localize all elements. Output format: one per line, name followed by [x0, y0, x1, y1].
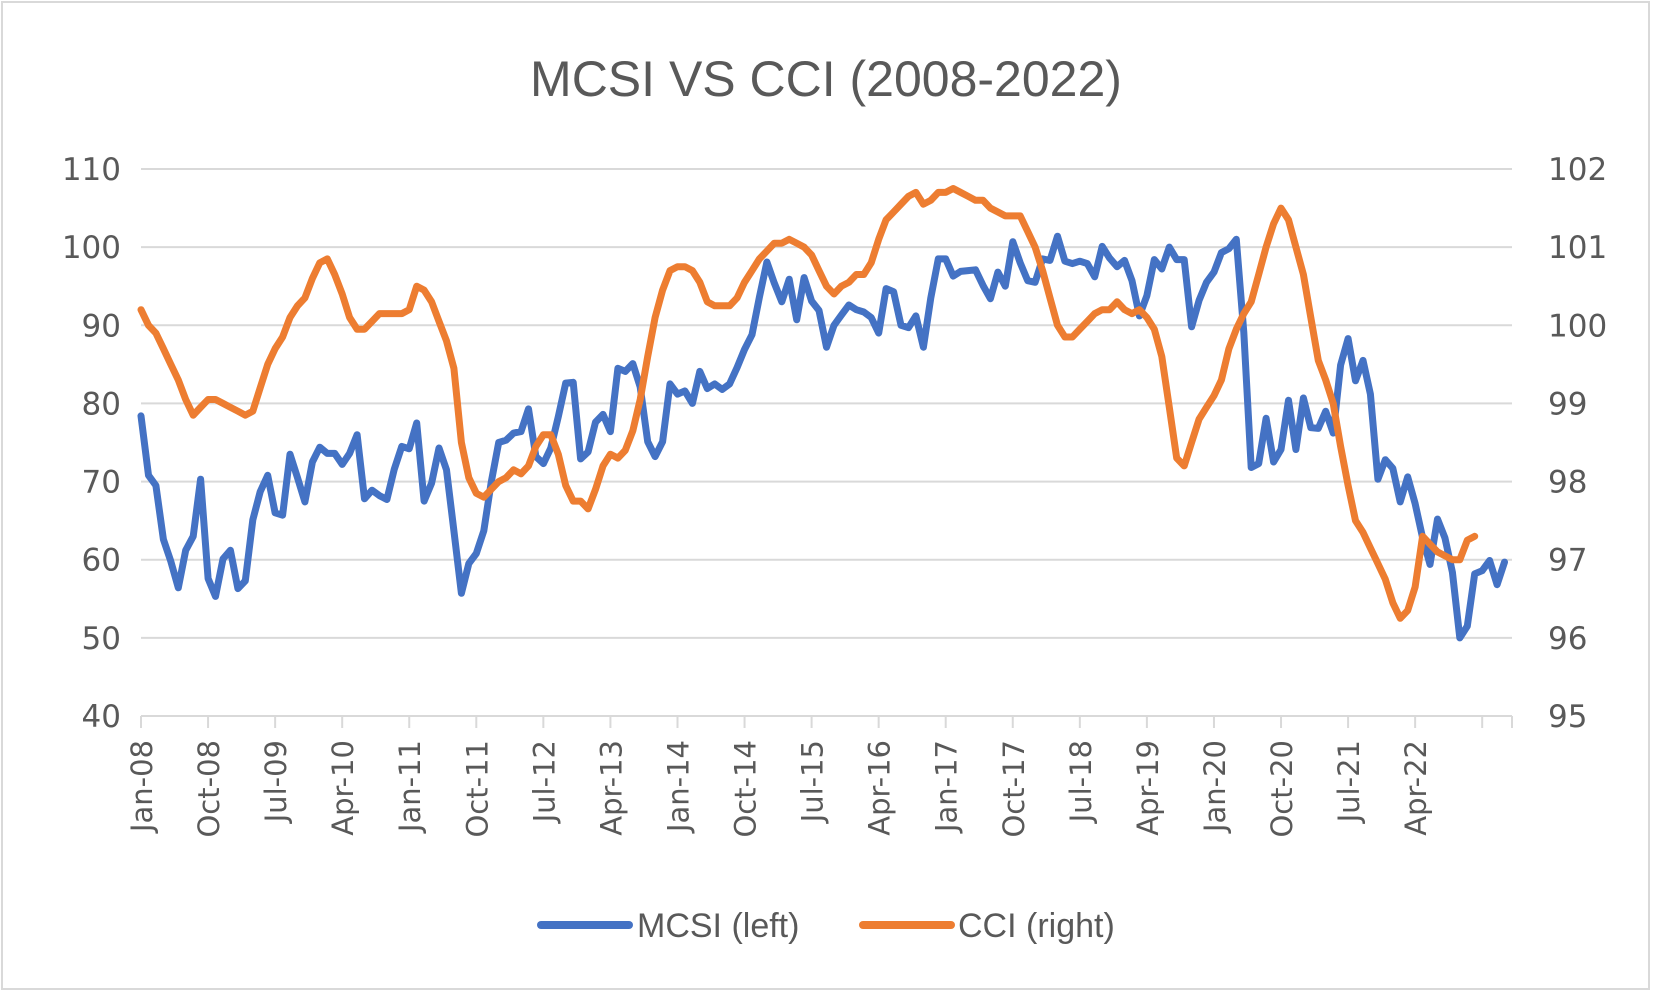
x-axis: Jan-08 Oct-08 Jul-09 Apr-10 Jan-11 Oct-11 Jul-… [125, 715, 1513, 838]
x-tick-label: Jan-20 [1198, 740, 1232, 834]
series-line-cci [137, 185, 1479, 622]
y-right-tick-label: 96 [1548, 621, 1587, 657]
x-tick-label: Jul-18 [1064, 740, 1098, 824]
y-left-tick-label: 70 [82, 465, 121, 501]
legend-label-cci: CCI (right) [958, 907, 1115, 945]
x-tick-label: Jul-12 [527, 740, 561, 824]
x-tick-label: Jan-14 [661, 740, 695, 834]
plot-series [137, 185, 1508, 642]
x-tick-label: Apr-16 [863, 740, 897, 836]
y-right-tick-label: 98 [1548, 465, 1587, 501]
y-left-tick-label: 110 [62, 152, 121, 188]
y-left-tick-label: 80 [82, 386, 121, 422]
legend-item-mcsi[interactable]: MCSI (left) [537, 907, 799, 945]
y-right-tick-label: 97 [1548, 543, 1587, 579]
y-right-tick-label: 100 [1548, 308, 1607, 344]
x-tick-label: Oct-17 [997, 740, 1031, 838]
y-axis-right: 95 96 97 98 99 100 101 102 [1548, 152, 1607, 735]
x-tick-label: Jul-21 [1332, 740, 1366, 824]
x-tick-label: Oct-20 [1265, 740, 1299, 838]
legend-label-mcsi: MCSI (left) [637, 907, 799, 945]
x-tick-label: Apr-19 [1131, 740, 1165, 836]
y-left-tick-label: 100 [62, 230, 121, 266]
x-tick-label: Jul-15 [796, 740, 830, 824]
x-tick-label: Apr-13 [594, 740, 628, 836]
y-right-tick-label: 101 [1548, 230, 1607, 266]
y-left-tick-label: 90 [82, 308, 121, 344]
chart-title: MCSI VS CCI (2008-2022) [530, 51, 1122, 107]
legend: MCSI (left) CCI (right) [537, 907, 1115, 945]
x-tick-label: Apr-22 [1399, 740, 1433, 836]
y-left-tick-label: 40 [82, 699, 121, 735]
series-line-mcsi [137, 232, 1508, 642]
x-tick-label: Apr-10 [326, 740, 360, 836]
y-right-tick-label: 99 [1548, 386, 1587, 422]
x-tick-label: Oct-14 [729, 740, 763, 838]
x-tick-label: Oct-11 [460, 740, 494, 838]
x-tick-label: Jan-11 [393, 740, 427, 834]
x-tick-label: Jan-17 [930, 740, 964, 834]
x-tick-label: Jul-09 [259, 740, 293, 824]
y-left-tick-label: 50 [82, 621, 121, 657]
x-tick-label: Jan-08 [125, 740, 159, 834]
y-left-tick-label: 60 [82, 543, 121, 579]
y-right-tick-label: 102 [1548, 152, 1607, 188]
x-tick-label: Oct-08 [192, 740, 226, 838]
y-right-tick-label: 95 [1548, 699, 1587, 735]
y-axis-left: 40 50 60 70 80 90 100 110 [62, 152, 121, 735]
legend-item-cci[interactable]: CCI (right) [859, 907, 1115, 945]
